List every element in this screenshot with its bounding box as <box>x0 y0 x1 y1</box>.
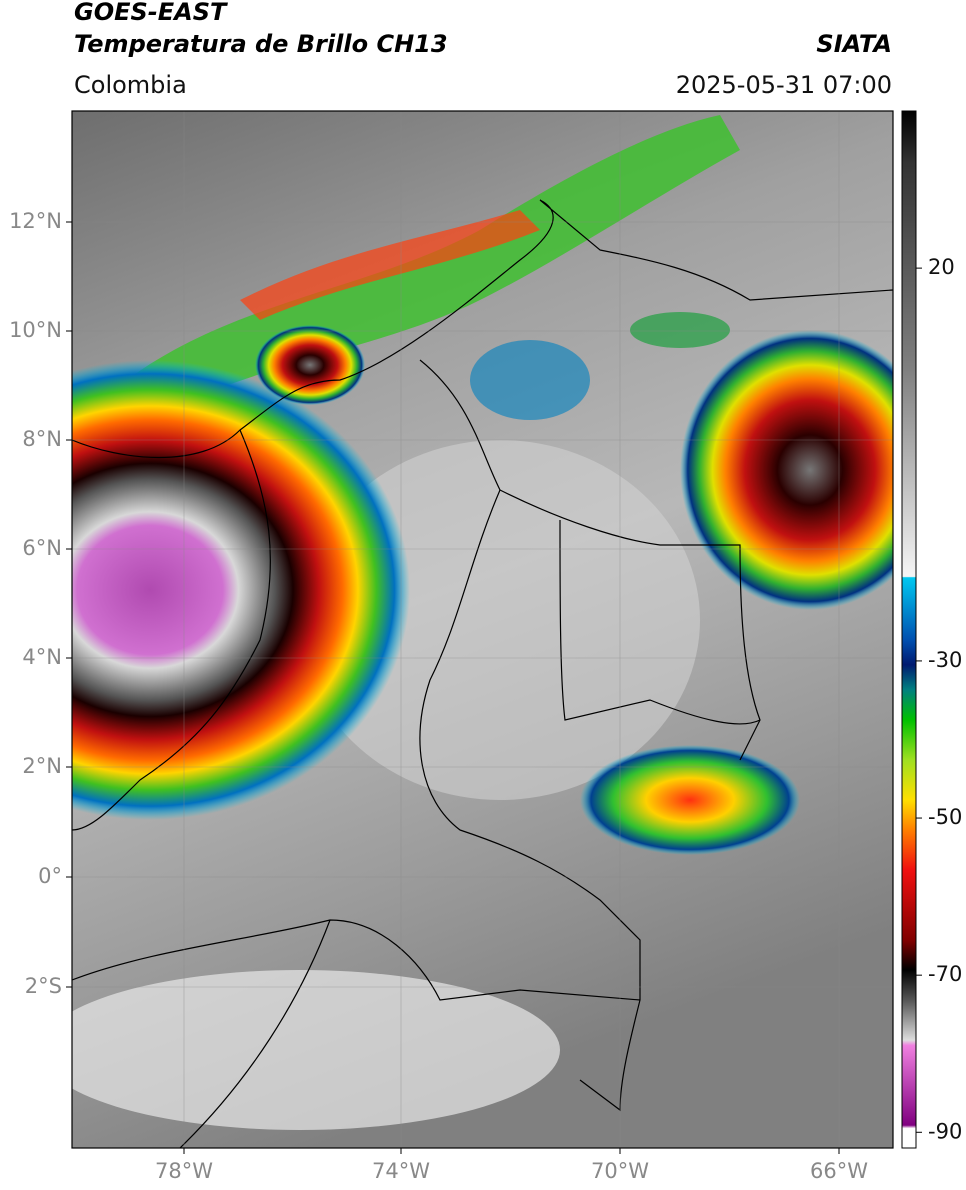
colorbar-label: 20 <box>928 255 955 279</box>
colorbar <box>901 110 917 1149</box>
datetime: 2025-05-31 07:00 <box>676 71 892 99</box>
source: SIATA <box>816 30 892 58</box>
lat-label: 10°N <box>9 318 62 342</box>
title: GOES-EAST <box>74 0 228 26</box>
lat-label: 6°N <box>22 536 62 560</box>
colorbar-label: -50 <box>928 805 962 829</box>
satellite-image <box>72 111 893 1148</box>
colorbar-label: -90 <box>928 1119 962 1143</box>
lat-label: 8°N <box>22 427 62 451</box>
lon-label: 74°W <box>372 1159 430 1183</box>
lon-label: 70°W <box>591 1159 649 1183</box>
lon-label: 66°W <box>810 1159 868 1183</box>
lat-label: 4°N <box>22 645 62 669</box>
region: Colombia <box>74 71 187 99</box>
lat-label: 12°N <box>9 209 62 233</box>
lat-label: 0° <box>38 864 62 888</box>
subtitle: Temperatura de Brillo CH13 <box>74 30 448 58</box>
lat-label: 2°N <box>22 754 62 778</box>
colorbar-label: -30 <box>928 648 962 672</box>
lat-label: 2°S <box>25 974 62 998</box>
colorbar-label: -70 <box>928 962 962 986</box>
map-frame <box>71 110 894 1149</box>
lon-label: 78°W <box>155 1159 213 1183</box>
